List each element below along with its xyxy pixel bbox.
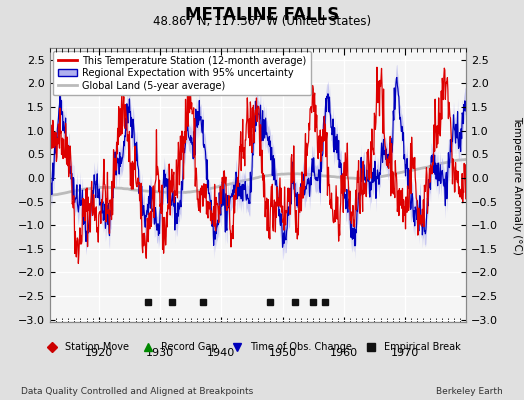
- Text: 48.867 N, 117.367 W (United States): 48.867 N, 117.367 W (United States): [153, 15, 371, 28]
- Legend: This Temperature Station (12-month average), Regional Expectation with 95% uncer: This Temperature Station (12-month avera…: [53, 51, 311, 96]
- Text: METALINE FALLS: METALINE FALLS: [185, 6, 339, 24]
- Text: 1940: 1940: [207, 348, 235, 358]
- Text: 1950: 1950: [268, 348, 297, 358]
- Text: 1930: 1930: [146, 348, 174, 358]
- Text: 1960: 1960: [330, 348, 358, 358]
- Y-axis label: Temperature Anomaly (°C): Temperature Anomaly (°C): [512, 116, 522, 254]
- Text: 1920: 1920: [85, 348, 113, 358]
- Legend: Station Move, Record Gap, Time of Obs. Change, Empirical Break: Station Move, Record Gap, Time of Obs. C…: [40, 339, 463, 355]
- Text: Berkeley Earth: Berkeley Earth: [436, 387, 503, 396]
- Text: Data Quality Controlled and Aligned at Breakpoints: Data Quality Controlled and Aligned at B…: [21, 387, 253, 396]
- Text: 1970: 1970: [391, 348, 419, 358]
